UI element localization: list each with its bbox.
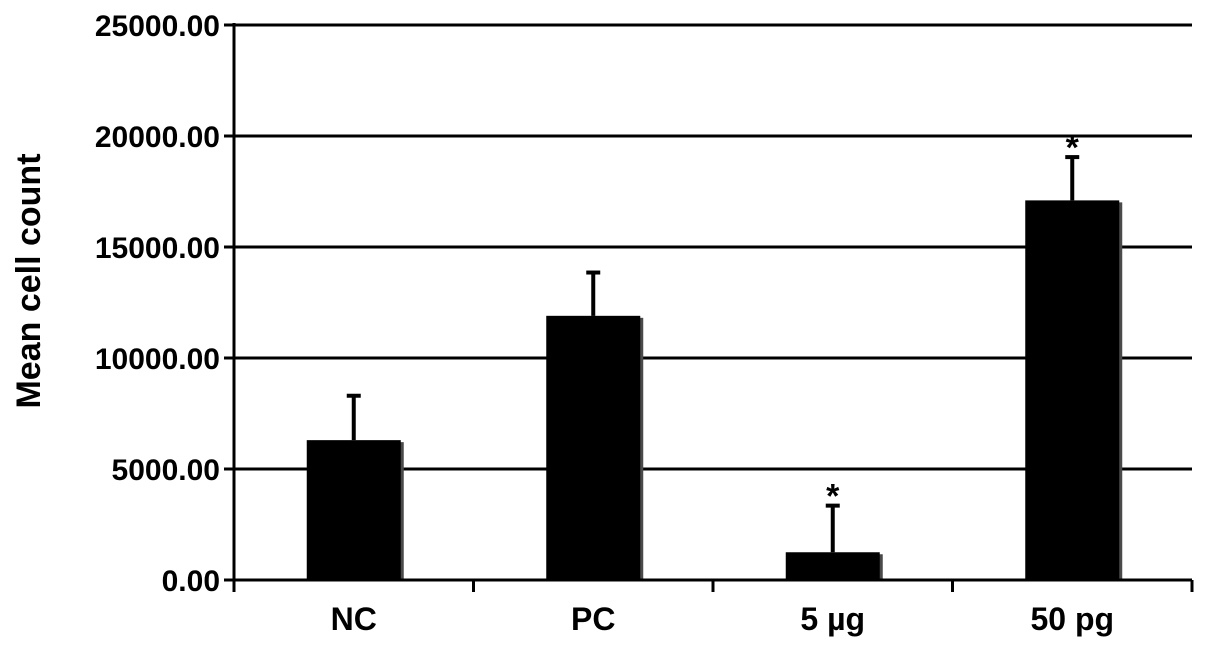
x-category-label: 50 pg	[1030, 601, 1114, 637]
y-axis-label: Mean cell count	[10, 153, 48, 408]
bar	[306, 440, 401, 580]
bars	[306, 200, 1123, 580]
significance-marker: *	[826, 478, 840, 516]
error-bars	[346, 155, 1080, 553]
bar	[546, 315, 641, 580]
y-tick-label: 0.00	[162, 565, 220, 598]
x-category-label: PC	[571, 601, 615, 637]
axes	[224, 23, 1194, 592]
x-category-label: 5 µg	[800, 601, 865, 637]
x-category-label: NC	[331, 601, 377, 637]
y-tick-label: 15000.00	[95, 232, 220, 265]
y-tick-label: 20000.00	[95, 121, 220, 154]
bar	[1025, 200, 1120, 580]
labels: 0.00 5000.00 10000.00 15000.00 20000.00 25000…	[95, 10, 1114, 637]
bar	[785, 552, 880, 580]
significance-marker: *	[1066, 129, 1080, 167]
y-tick-label: 5000.00	[112, 454, 220, 487]
y-tick-label: 25000.00	[95, 10, 220, 43]
y-tick-label: 10000.00	[95, 343, 220, 376]
